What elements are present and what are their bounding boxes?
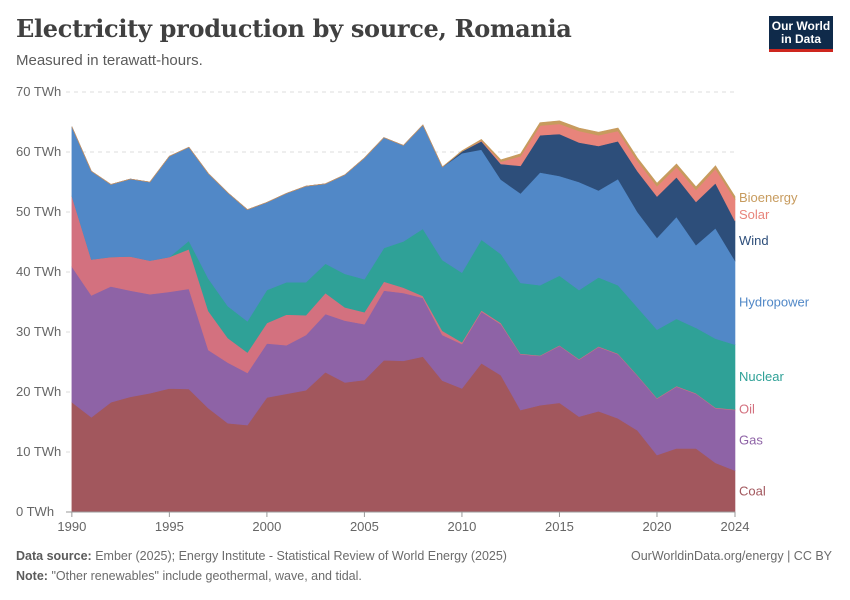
- data-source-line: Data source: Ember (2025); Energy Instit…: [16, 549, 507, 563]
- chart-subtitle: Measured in terawatt-hours.: [16, 52, 203, 69]
- area-series: [71, 120, 736, 513]
- series-label-wind[interactable]: Wind: [739, 233, 769, 248]
- y-tick-label: 30 TWh: [16, 324, 61, 339]
- axes: 0 TWh 10 TWh 20 TWh 30 TWh 40 TWh 50 TWh 60 TW…: [16, 84, 749, 534]
- credit-link[interactable]: OurWorldinData.org/energy | CC BY: [630, 549, 832, 563]
- note-text: "Other renewables" include geothermal, w…: [51, 569, 362, 583]
- y-tick-label: 70 TWh: [16, 84, 61, 99]
- y-tick-label: 60 TWh: [16, 144, 61, 159]
- area-bioenergy[interactable]: [71, 120, 736, 210]
- y-tick-label: 10 TWh: [16, 444, 61, 459]
- logo-line-1: Our World: [771, 19, 831, 33]
- y-tick-label: 0 TWh: [16, 504, 54, 519]
- series-label-gas[interactable]: Gas: [739, 432, 763, 447]
- series-label-oil[interactable]: Oil: [739, 402, 755, 417]
- owid-logo[interactable]: Our World in Data: [769, 16, 833, 52]
- y-tick-label: 20 TWh: [16, 384, 61, 399]
- series-label-hydropower[interactable]: Hydropower: [739, 295, 810, 310]
- x-tick-label: 2010: [447, 519, 476, 534]
- series-label-coal[interactable]: Coal: [739, 483, 766, 498]
- series-label-bioenergy[interactable]: Bioenergy: [739, 190, 798, 205]
- x-tick-label: 2020: [643, 519, 672, 534]
- data-source-text: Ember (2025); Energy Institute - Statist…: [95, 549, 507, 563]
- logo-line-2: in Data: [780, 32, 821, 46]
- note-line: Note: "Other renewables" include geother…: [16, 569, 362, 583]
- note-label: Note:: [16, 569, 48, 583]
- y-tick-label: 50 TWh: [16, 204, 61, 219]
- x-tick-label: 2024: [721, 519, 750, 534]
- x-tick-label: 2000: [252, 519, 281, 534]
- x-tick-label: 2015: [545, 519, 574, 534]
- x-tick-label: 2005: [350, 519, 379, 534]
- x-tick-label: 1990: [57, 519, 86, 534]
- x-tick-label: 1995: [155, 519, 184, 534]
- series-labels: Coal Gas Oil Nuclear Hydropower Wind Solar Bioe…: [739, 190, 810, 498]
- series-label-solar[interactable]: Solar: [739, 207, 770, 222]
- series-label-nuclear[interactable]: Nuclear: [739, 369, 784, 384]
- y-tick-label: 40 TWh: [16, 264, 61, 279]
- data-source-label: Data source:: [16, 549, 92, 563]
- chart-title: Electricity production by source, Romani…: [16, 14, 572, 43]
